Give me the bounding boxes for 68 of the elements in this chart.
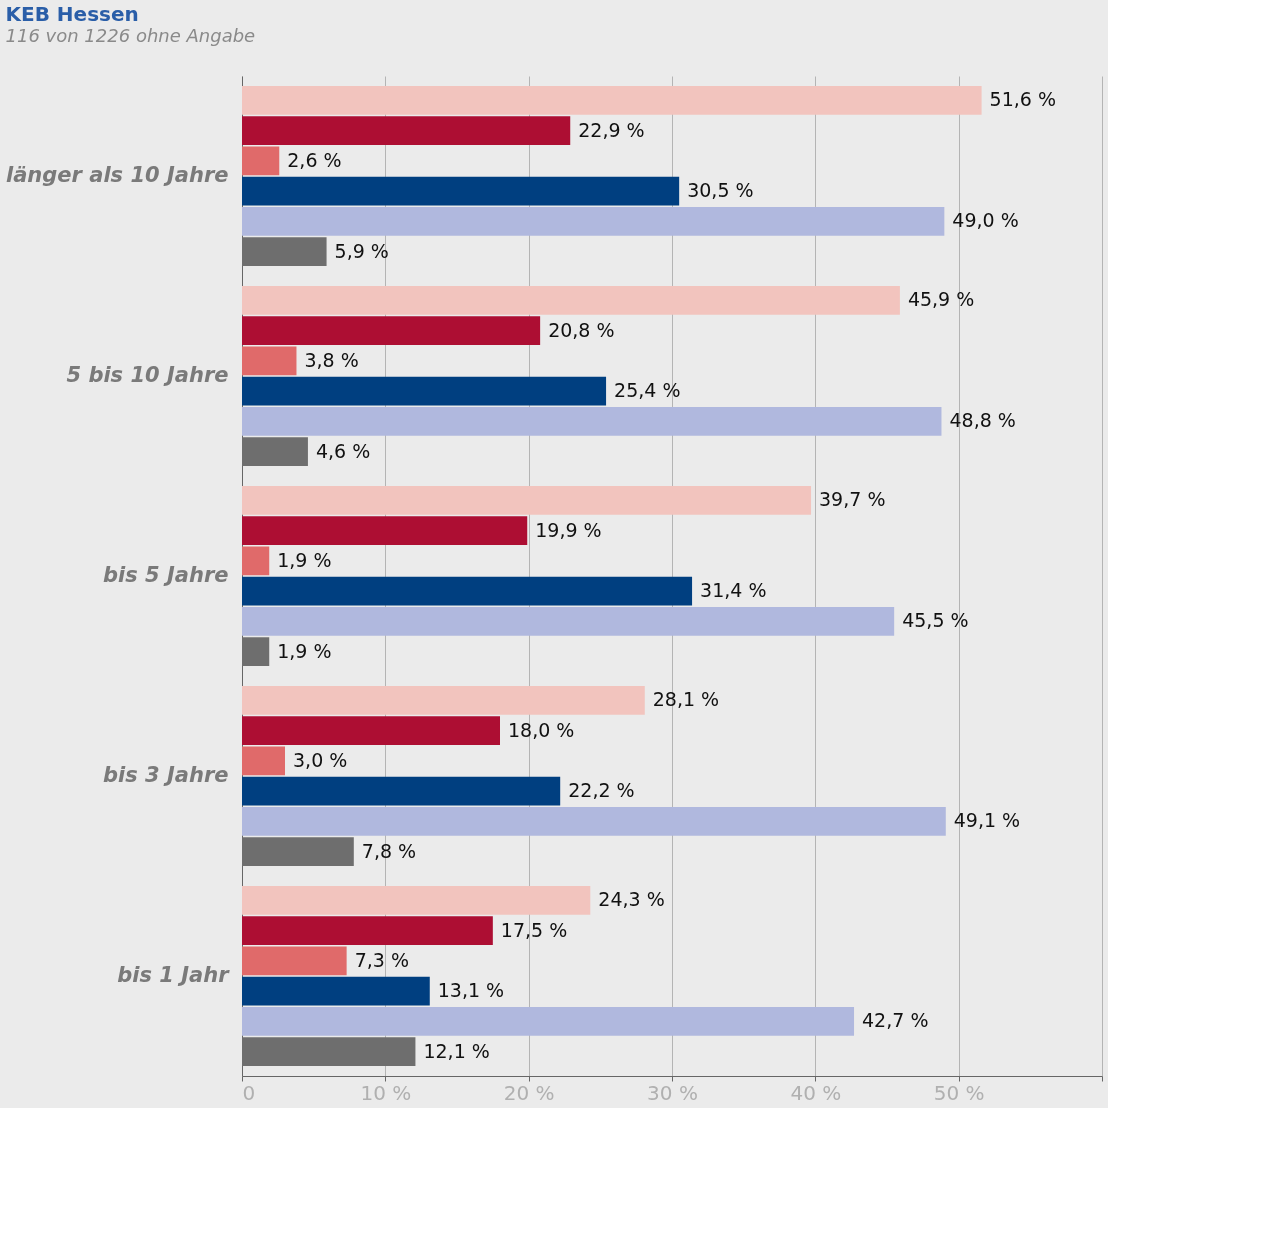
data-label: 45,9 % xyxy=(907,288,975,311)
bar xyxy=(242,116,571,145)
data-label: 22,2 % xyxy=(568,779,635,802)
bar xyxy=(242,346,297,376)
bar xyxy=(242,746,285,776)
data-label: 25,4 % xyxy=(614,379,681,402)
data-label: 42,7 % xyxy=(862,1009,929,1032)
bar xyxy=(242,207,945,236)
bar xyxy=(242,546,270,576)
data-label: 7,8 % xyxy=(361,839,417,862)
data-label: 1,9 % xyxy=(277,548,332,571)
data-label: 20,8 % xyxy=(548,318,615,341)
x-tick-label: 50 % xyxy=(933,1080,985,1105)
data-label: 3,0 % xyxy=(293,748,348,771)
data-label: 4,6 % xyxy=(315,439,371,462)
chart-subtitle: 116 von 1226 ohne Angabe xyxy=(5,25,256,46)
data-label: 48,8 % xyxy=(949,409,1016,432)
x-tick-label: 20 % xyxy=(503,1080,555,1105)
data-label: 45,5 % xyxy=(902,609,969,632)
bar xyxy=(242,886,591,915)
bar xyxy=(242,946,347,976)
bar xyxy=(242,607,895,636)
y-tick-label: 5 bis 10 Jahre xyxy=(66,363,229,387)
bar xyxy=(242,576,693,606)
data-label: 7,3 % xyxy=(354,948,409,971)
bar xyxy=(242,376,607,406)
data-label: 5,9 % xyxy=(334,239,389,262)
y-tick-label: bis 3 Jahre xyxy=(103,763,229,787)
bar xyxy=(242,686,645,715)
data-label: 30,5 % xyxy=(687,179,754,202)
bar xyxy=(242,286,900,315)
data-label: 24,3 % xyxy=(598,888,665,911)
x-tick-label: 0 xyxy=(242,1080,256,1105)
bar xyxy=(242,976,430,1006)
data-label: 1,9 % xyxy=(277,639,332,662)
data-label: 18,0 % xyxy=(508,718,575,741)
bar xyxy=(242,776,561,806)
bar xyxy=(242,916,493,945)
bar xyxy=(242,316,541,345)
data-label: 49,0 % xyxy=(952,209,1019,232)
bar xyxy=(242,176,680,206)
bar xyxy=(242,1007,855,1036)
data-label: 19,9 % xyxy=(535,518,602,541)
bar xyxy=(242,516,528,545)
data-label: 28,1 % xyxy=(652,688,720,711)
y-tick-label: länger als 10 Jahre xyxy=(5,163,229,187)
data-label: 31,4 % xyxy=(700,579,767,602)
y-tick-label: bis 5 Jahre xyxy=(103,563,229,587)
x-tick-label: 30 % xyxy=(647,1080,698,1105)
data-label: 3,8 % xyxy=(304,348,359,371)
bar xyxy=(242,86,982,115)
bar xyxy=(242,146,280,176)
data-label: 2,6 % xyxy=(287,148,342,171)
y-tick-label: bis 1 Jahr xyxy=(117,963,231,987)
data-label: 51,6 % xyxy=(989,88,1057,111)
bar xyxy=(242,716,500,745)
data-label: 22,9 % xyxy=(578,118,645,141)
data-label: 17,5 % xyxy=(500,918,568,941)
data-label: 13,1 % xyxy=(437,979,505,1002)
bar xyxy=(242,807,946,836)
bar xyxy=(242,486,812,515)
data-label: 39,7 % xyxy=(819,488,886,511)
x-tick-label: 40 % xyxy=(790,1080,842,1105)
data-label: 12,1 % xyxy=(423,1039,490,1062)
data-label: 49,1 % xyxy=(953,809,1021,832)
text: KEB Hessen xyxy=(5,2,139,26)
x-tick-label: 10 % xyxy=(360,1080,412,1105)
bar xyxy=(242,407,942,436)
